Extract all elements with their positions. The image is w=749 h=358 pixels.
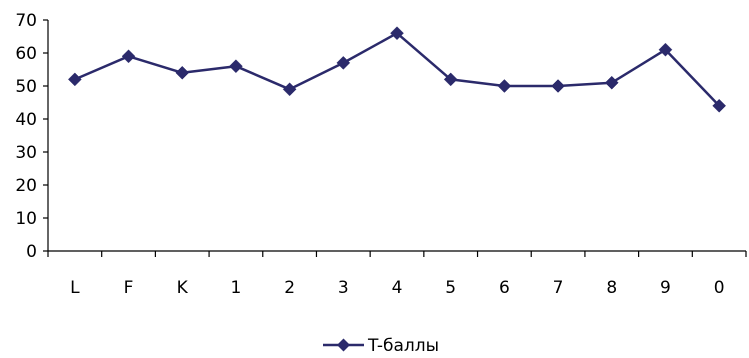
series-group bbox=[67, 26, 727, 113]
data-point bbox=[282, 82, 297, 97]
x-axis: L F K 1 2 3 4 5 6 7 8 9 0 bbox=[47, 250, 747, 298]
x-tick-label: 3 bbox=[338, 278, 349, 298]
y-tick-label: 70 bbox=[15, 11, 37, 31]
x-tick-label: 4 bbox=[392, 278, 403, 298]
x-tick-label: 6 bbox=[499, 278, 510, 298]
x-tick-label: 1 bbox=[231, 278, 242, 298]
y-tick-label: 50 bbox=[15, 77, 37, 97]
data-point bbox=[390, 26, 404, 41]
x-tick-label: K bbox=[177, 278, 189, 298]
x-tick-label: L bbox=[70, 278, 80, 298]
x-tick-label: 9 bbox=[660, 278, 671, 298]
data-point bbox=[336, 56, 351, 70]
y-tick-label: 40 bbox=[15, 110, 37, 130]
data-point bbox=[121, 49, 136, 64]
y-tick-label: 0 bbox=[26, 242, 37, 262]
x-tick-label: 8 bbox=[606, 278, 617, 298]
y-axis: 0 10 20 30 40 50 60 70 bbox=[15, 11, 49, 262]
data-point bbox=[229, 59, 243, 74]
legend-marker bbox=[337, 338, 350, 352]
data-point bbox=[67, 72, 82, 87]
data-point bbox=[497, 79, 512, 93]
y-tick-label: 30 bbox=[15, 143, 37, 163]
x-tick-label: F bbox=[124, 278, 134, 298]
data-point bbox=[443, 72, 458, 87]
data-point bbox=[658, 42, 673, 57]
legend: T-баллы bbox=[323, 336, 439, 356]
data-point bbox=[551, 79, 565, 93]
data-point bbox=[712, 98, 727, 113]
y-tick-label: 10 bbox=[15, 209, 37, 229]
x-tick-label: 0 bbox=[714, 278, 725, 298]
data-point bbox=[604, 75, 619, 90]
y-tick-label: 60 bbox=[15, 44, 37, 64]
series-line bbox=[74, 31, 721, 107]
x-tick-label: 7 bbox=[553, 278, 564, 298]
data-point bbox=[175, 65, 190, 80]
y-tick-label: 20 bbox=[15, 176, 37, 196]
legend-label: T-баллы bbox=[367, 336, 439, 356]
x-tick-label: 5 bbox=[445, 278, 456, 298]
x-tick-label: 2 bbox=[284, 278, 295, 298]
